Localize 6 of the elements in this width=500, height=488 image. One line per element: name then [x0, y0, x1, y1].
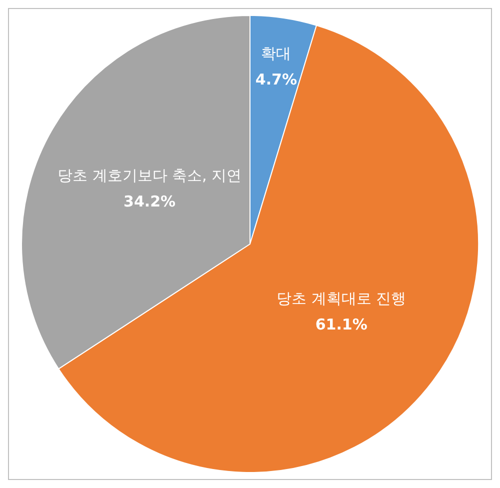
slice-label: 확대 [261, 44, 292, 63]
data-label: 34.2% [124, 192, 176, 210]
slice-label: 당초 계획대로 진행 [276, 289, 406, 308]
data-label: 4.7% [255, 70, 298, 89]
data-label: 61.1% [315, 315, 368, 334]
slice-label: 당초 계호기보다 축소, 지연 [58, 166, 242, 184]
